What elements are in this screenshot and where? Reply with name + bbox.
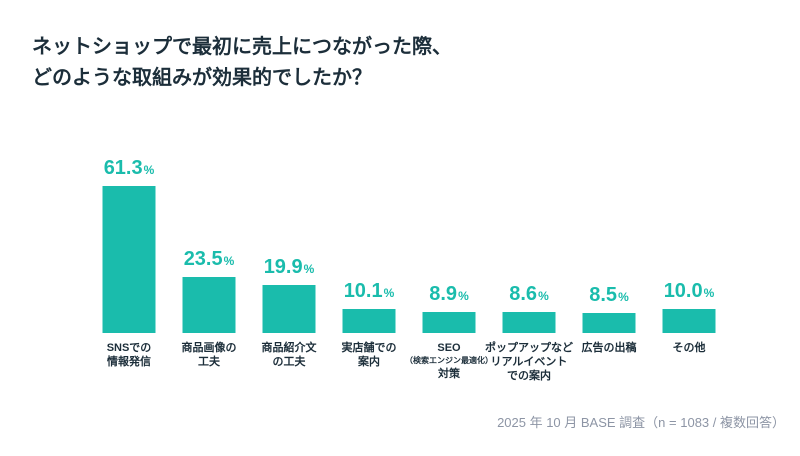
bar-value-label: 8.5% [559, 285, 659, 307]
chart-title-line2: どのような取組みが効果的でしたか？ [32, 67, 372, 89]
category-label-line: （検索エンジン最適化） [405, 356, 493, 365]
bar-value-label: 10.1% [319, 281, 419, 303]
category-label: ポップアップなど リアルイベント での案内 [477, 341, 581, 383]
source-note: 2025 年 10 月 BASE 調査（n = 1083 / 複数回答） [497, 415, 785, 430]
percent-sign: % [303, 262, 315, 277]
bar-chart: 61.3% SNSでの 情報発信 23.5% 商品画像の 工夫 19.9% 商品紹介文 の工夫 1… [89, 150, 729, 382]
chart-column: 61.3% SNSでの情報発信 [89, 150, 169, 368]
bar-value-label: 8.6% [479, 284, 579, 306]
category-label: 商品紹介文 の工夫 [237, 341, 341, 369]
category-label-line: 情報発信 [107, 356, 151, 368]
chart-column: 8.9% SEO （検索エンジン最適化） 対策 [405, 150, 493, 380]
category-label-line: での案内 [507, 370, 551, 382]
bar [262, 285, 316, 333]
category-label: その他 [637, 341, 741, 355]
percent-sign: % [383, 285, 395, 300]
bar [102, 185, 156, 333]
category-label: SEO （検索エンジン最適化） 対策 [397, 341, 501, 381]
bar [502, 312, 556, 333]
percent-sign: % [538, 289, 549, 304]
chart-column: 8.6% ポップアップなど リアルイベント での案内 [485, 150, 573, 382]
bar-value-number: 61.3 [103, 156, 143, 179]
category-label-line: の工夫 [272, 356, 306, 368]
chart-column: 8.5% 広告の出稿 [569, 150, 649, 354]
chart-title-line1: ネットショップで最初に売上につながった際、 [32, 36, 452, 58]
bar-value-number: 10.1 [343, 279, 383, 302]
category-label-line: 商品画像の [181, 342, 237, 354]
bar [182, 276, 236, 333]
percent-sign: % [458, 288, 469, 303]
bar-value-number: 8.5 [589, 283, 618, 306]
bar-value-label: 10.0% [639, 281, 739, 303]
category-label: 広告の出稿 [557, 341, 661, 355]
bar-value-number: 23.5 [183, 247, 223, 270]
bar-value-label: 23.5% [159, 249, 259, 271]
percent-sign: % [618, 289, 629, 304]
category-label: 商品画像の 工夫 [157, 341, 261, 369]
bar-value-number: 8.6 [509, 283, 538, 306]
bar-value-number: 8.9 [429, 282, 458, 305]
bar-value-number: 19.9 [263, 256, 303, 279]
bar-value-number: 10.0 [663, 280, 703, 302]
category-label-line: 案内 [358, 356, 380, 368]
percent-sign: % [223, 253, 235, 268]
bar-value-label: 8.9% [399, 284, 499, 306]
bar [662, 309, 716, 333]
bar [422, 311, 476, 333]
bar-value-label: 61.3% [79, 158, 179, 180]
category-label: SNSでの情報発信 [77, 341, 181, 369]
category-label-line: 対策 [438, 368, 460, 380]
bar [342, 308, 396, 333]
chart-title: ネットショップで最初に売上につながった際、 どのような取組みが効果的でしたか？ [32, 32, 452, 94]
chart-column: 23.5% 商品画像の工夫 [169, 150, 249, 368]
category-label-line: リアルイベント [490, 356, 568, 368]
category-label-line: その他 [672, 342, 706, 354]
category-label-line: 広告の出稿 [581, 342, 637, 354]
chart-column: 19.9% 商品紹介文の工夫 [249, 150, 329, 368]
bar-value-label: 19.9% [239, 257, 339, 279]
category-label-line: ポップアップなど [485, 342, 573, 354]
category-label-line: 工夫 [198, 356, 220, 368]
chart-column: 10.1% 実店舗での案内 [329, 150, 409, 368]
category-label-line: SNSでの [106, 342, 152, 354]
category-label-line: 実店舗での [341, 342, 397, 354]
category-label-line: SEO [437, 342, 461, 354]
chart-column: 10.0% その他 [649, 150, 729, 354]
percent-sign: % [143, 162, 155, 177]
category-label: 実店舗での 案内 [317, 341, 421, 369]
category-label-line: 商品紹介文 [261, 342, 317, 354]
percent-sign: % [703, 286, 715, 300]
bar [582, 312, 636, 333]
